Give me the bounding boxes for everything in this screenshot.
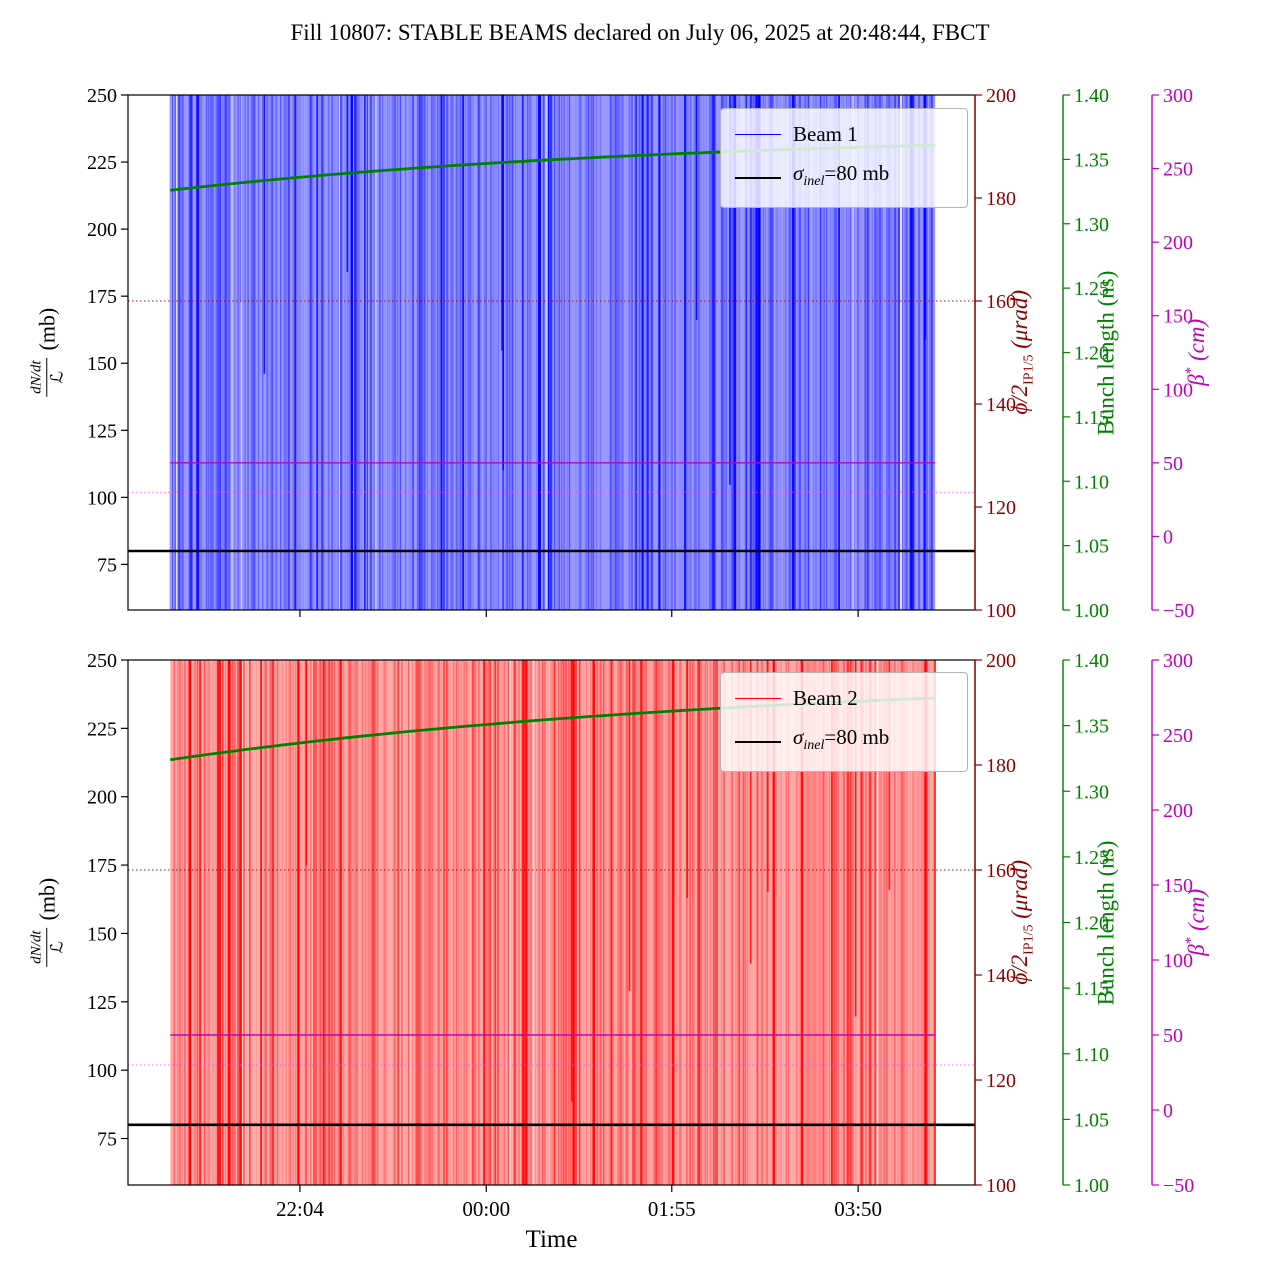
tick-label: 250 — [87, 650, 117, 672]
tick-label: 300 — [1163, 650, 1193, 672]
tick-label: 250 — [1163, 725, 1193, 747]
tick-label: 250 — [1163, 159, 1193, 181]
tick-label: 75 — [97, 1129, 117, 1151]
tick-label: 75 — [97, 554, 117, 576]
tick-label: 03:50 — [834, 1197, 882, 1221]
tick-label: 0 — [1163, 526, 1173, 548]
tick-label: 180 — [986, 755, 1016, 777]
beam2-legend-line — [735, 697, 781, 699]
tick-label: 125 — [87, 420, 117, 442]
tick-label: 180 — [986, 188, 1016, 210]
beam2-legend-label: Beam 2 — [793, 686, 858, 710]
tick-label: 50 — [1163, 1025, 1183, 1047]
beam1-legend-label: Beam 1 — [793, 122, 858, 146]
tick-label: 1.15 — [1074, 407, 1109, 429]
tick-label: 300 — [1163, 85, 1193, 107]
tick-label: 100 — [986, 600, 1016, 622]
tick-label: 150 — [1163, 306, 1193, 328]
tick-label: 225 — [87, 152, 117, 174]
tick-label: 200 — [87, 787, 117, 809]
tick-label: 250 — [87, 85, 117, 107]
tick-label: 1.15 — [1074, 978, 1109, 1000]
tick-label: 120 — [986, 497, 1016, 519]
tick-label: 1.30 — [1074, 214, 1109, 236]
tick-label: 1.25 — [1074, 278, 1109, 300]
tick-label: 1.00 — [1074, 1175, 1109, 1197]
tick-label: 150 — [87, 353, 117, 375]
tick-label: 150 — [87, 923, 117, 945]
tick-label: 100 — [1163, 379, 1193, 401]
tick-label: 100 — [1163, 950, 1193, 972]
legend-beam2: Beam 2 σinel=80 mb — [720, 672, 968, 773]
tick-label: 200 — [87, 219, 117, 241]
sigma-legend-label: σinel=80 mb — [793, 161, 890, 190]
tick-label: 00:00 — [462, 1197, 510, 1221]
tick-label: 120 — [986, 1070, 1016, 1092]
tick-label: 175 — [87, 286, 117, 308]
tick-label: −50 — [1163, 600, 1194, 622]
legend-entry-beam1: Beam 1 — [735, 121, 953, 147]
tick-label: 140 — [986, 394, 1016, 416]
tick-label: 1.35 — [1074, 716, 1109, 738]
tick-label: −50 — [1163, 1175, 1194, 1197]
tick-label: 22:04 — [276, 1197, 324, 1221]
tick-label: 175 — [87, 855, 117, 877]
tick-label: 1.05 — [1074, 1109, 1109, 1131]
tick-label: 1.30 — [1074, 781, 1109, 803]
tick-label: 1.00 — [1074, 600, 1109, 622]
legend-beam1: Beam 1 σinel=80 mb — [720, 108, 968, 209]
tick-label: 1.25 — [1074, 847, 1109, 869]
x-axis-label: Time — [525, 1226, 578, 1253]
tick-label: 1.35 — [1074, 149, 1109, 171]
tick-label: 1.10 — [1074, 1044, 1109, 1066]
tick-label: 200 — [1163, 232, 1193, 254]
tick-label: 1.10 — [1074, 471, 1109, 493]
tick-label: 1.40 — [1074, 650, 1109, 672]
tick-label: 125 — [87, 992, 117, 1014]
sigma-legend-label: σinel=80 mb — [793, 725, 890, 754]
tick-label: 100 — [87, 487, 117, 509]
tick-label: 150 — [1163, 875, 1193, 897]
tick-label: 50 — [1163, 453, 1183, 475]
tick-label: 100 — [87, 1060, 117, 1082]
tick-label: 1.20 — [1074, 913, 1109, 935]
legend-entry-beam2: Beam 2 — [735, 685, 953, 711]
tick-label: 0 — [1163, 1100, 1173, 1122]
tick-label: 1.40 — [1074, 85, 1109, 107]
sigma-legend-line — [735, 740, 781, 743]
tick-label: 1.20 — [1074, 343, 1109, 365]
tick-label: 01:55 — [648, 1197, 696, 1221]
legend-entry-sigma: σinel=80 mb — [735, 724, 953, 759]
figure-title: Fill 10807: STABLE BEAMS declared on Jul… — [290, 20, 990, 45]
sigma-legend-line — [735, 176, 781, 179]
tick-label: 200 — [1163, 800, 1193, 822]
tick-label: 1.05 — [1074, 536, 1109, 558]
tick-label: 160 — [986, 291, 1016, 313]
tick-label: 100 — [986, 1175, 1016, 1197]
tick-label: 140 — [986, 965, 1016, 987]
tick-label: 200 — [986, 85, 1016, 107]
beam2-bars — [170, 660, 936, 1185]
tick-label: 225 — [87, 718, 117, 740]
tick-label: 200 — [986, 650, 1016, 672]
tick-label: 160 — [986, 860, 1016, 882]
beam1-legend-line — [735, 133, 781, 135]
legend-entry-sigma: σinel=80 mb — [735, 160, 953, 195]
